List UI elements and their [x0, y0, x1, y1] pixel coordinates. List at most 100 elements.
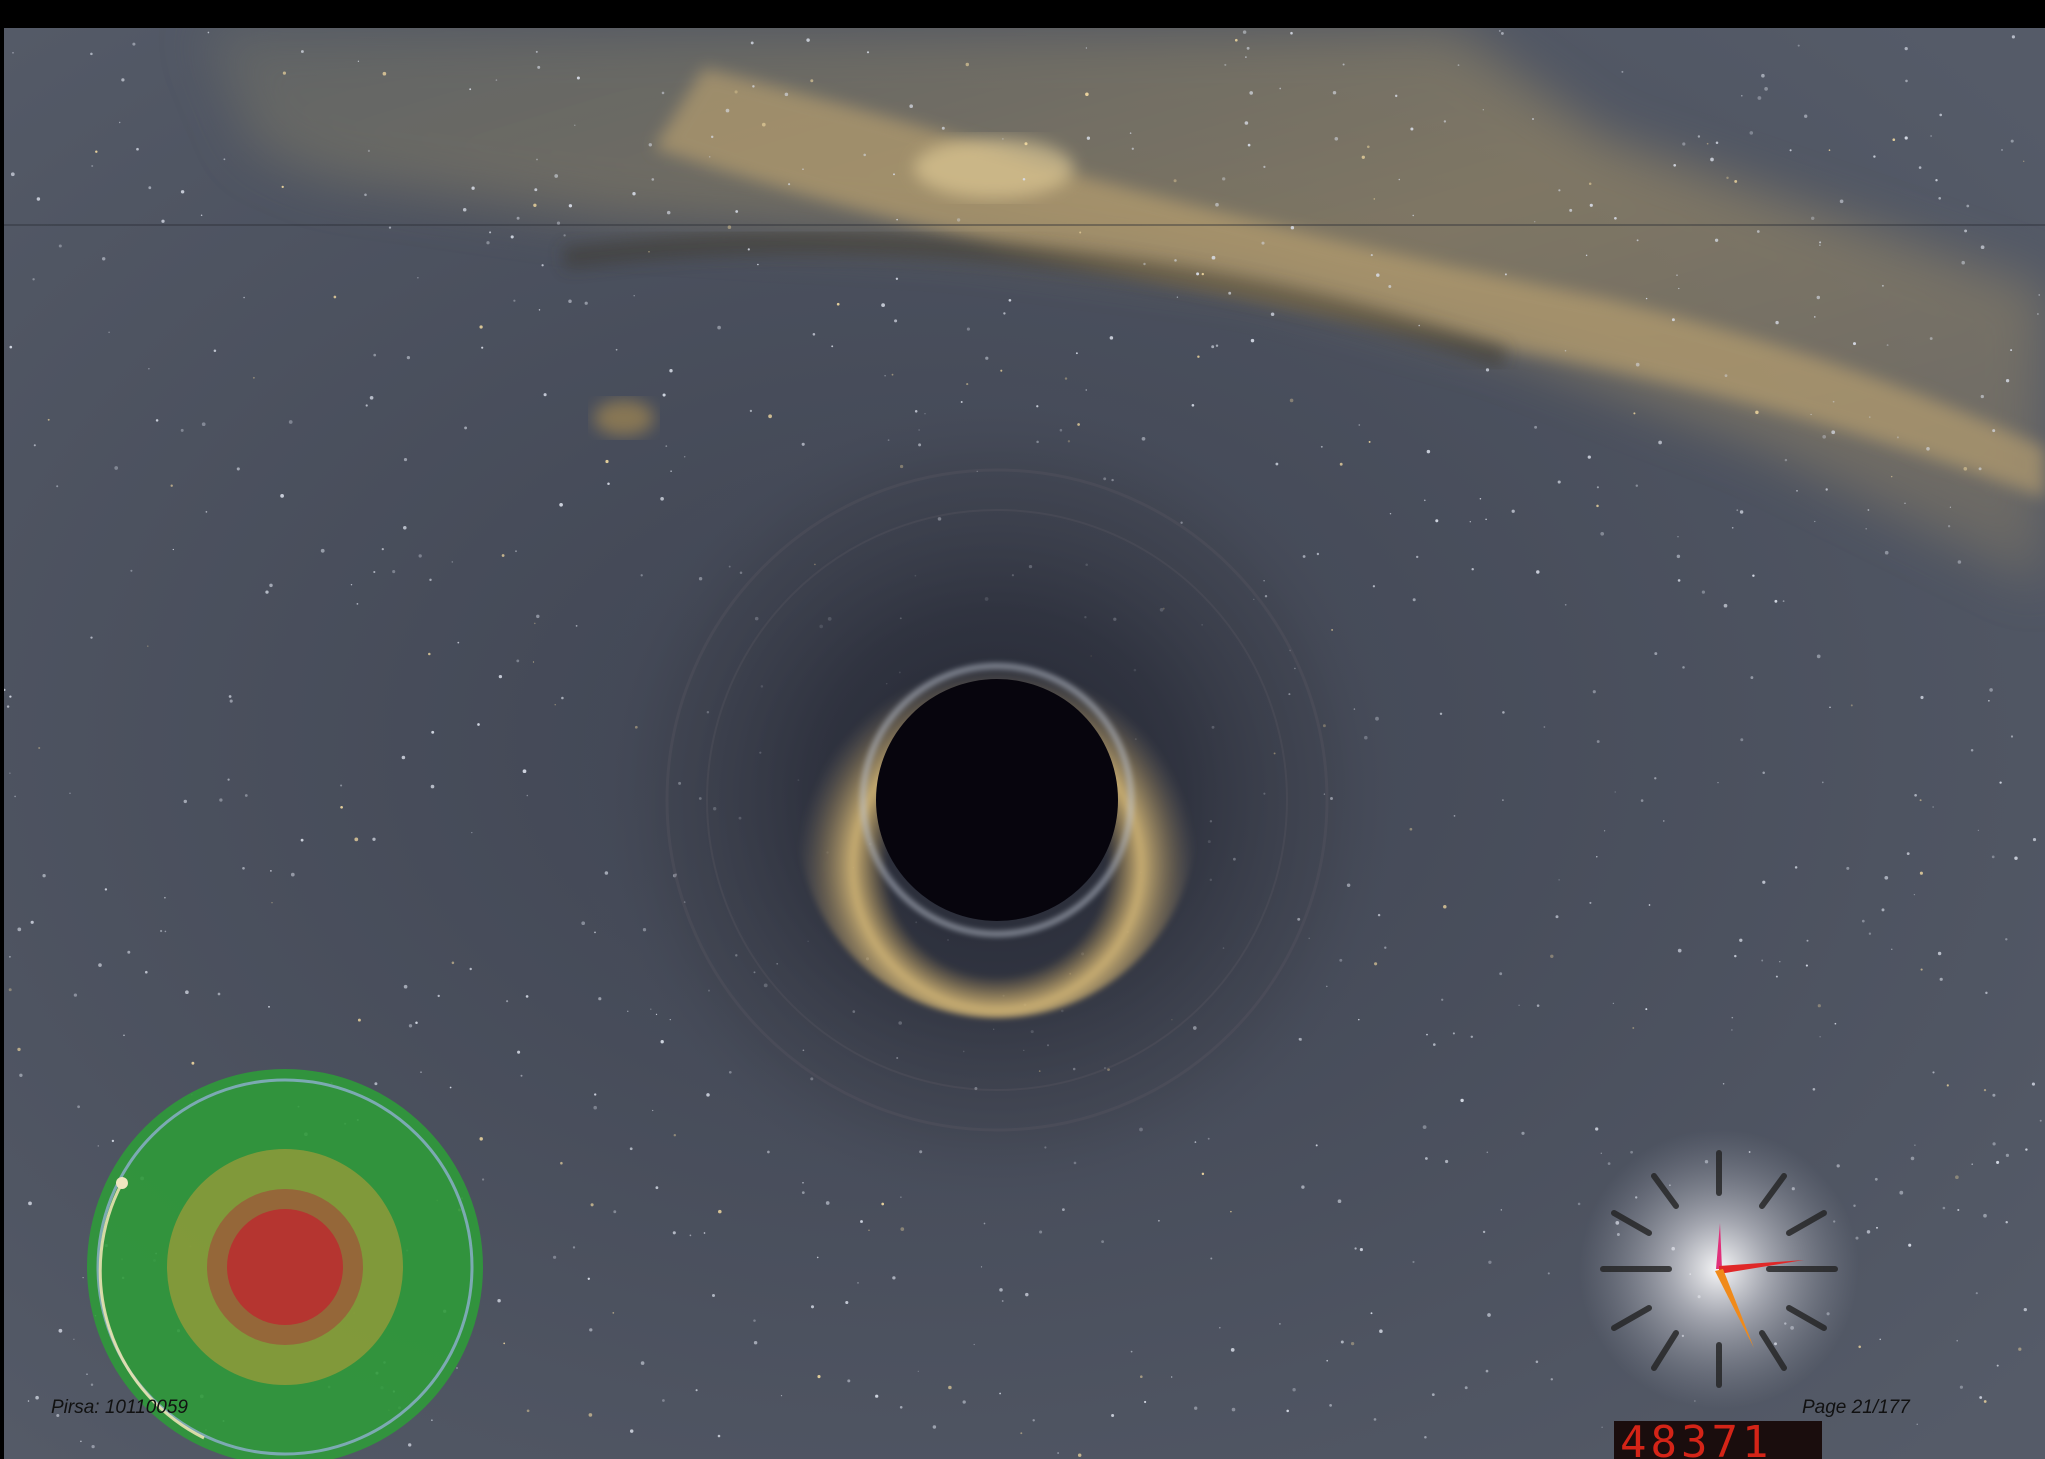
star	[1876, 1226, 1878, 1229]
star	[1550, 954, 1554, 959]
star	[847, 1379, 851, 1383]
star	[1085, 47, 1088, 49]
star	[1910, 1156, 1915, 1161]
star	[516, 216, 520, 220]
star	[200, 214, 203, 217]
star	[568, 204, 573, 208]
star	[666, 210, 671, 215]
star	[1677, 536, 1679, 538]
star	[180, 428, 184, 432]
star	[1970, 749, 1974, 752]
star	[1543, 726, 1546, 728]
star	[1750, 676, 1754, 680]
star	[2031, 1082, 2035, 1086]
star	[1904, 136, 1908, 140]
star	[365, 404, 368, 407]
star	[506, 1000, 509, 1003]
pirsa-label: Pirsa: 10110059	[51, 1397, 188, 1418]
radar-core-zone	[227, 1209, 343, 1325]
star	[243, 296, 245, 299]
star	[875, 1394, 879, 1398]
star	[2038, 294, 2040, 296]
star	[1949, 506, 1952, 508]
star	[1852, 342, 1857, 346]
star	[8, 988, 12, 992]
star	[1983, 1213, 1987, 1218]
star	[282, 71, 286, 75]
star	[568, 299, 572, 304]
star	[1247, 143, 1251, 147]
star	[1810, 413, 1812, 416]
star	[802, 168, 804, 170]
star	[236, 467, 240, 471]
star	[1904, 46, 1908, 51]
star	[1937, 951, 1942, 956]
star	[223, 158, 226, 161]
star	[1874, 1177, 1878, 1181]
star	[1244, 121, 1249, 125]
star	[2032, 838, 2037, 842]
star	[1558, 189, 1561, 192]
star	[801, 1191, 805, 1194]
star	[1899, 1190, 1904, 1195]
star	[1289, 398, 1294, 403]
star	[1008, 298, 1012, 302]
star	[1861, 919, 1865, 923]
star	[735, 210, 739, 213]
star	[1057, 1452, 1059, 1454]
star	[1215, 202, 1219, 207]
star	[543, 393, 547, 397]
star	[894, 319, 898, 323]
star	[962, 1400, 966, 1404]
star	[372, 837, 376, 841]
star	[1230, 1348, 1235, 1352]
star	[532, 661, 535, 663]
star	[525, 995, 529, 998]
star	[1511, 509, 1515, 513]
star	[1794, 866, 1798, 869]
star	[1101, 1240, 1104, 1243]
star	[265, 590, 269, 594]
milky-way-band	[4, 28, 2045, 588]
star	[205, 511, 208, 513]
star	[1279, 1323, 1281, 1325]
star	[1359, 1248, 1363, 1252]
star	[672, 1231, 676, 1235]
star	[268, 1005, 270, 1008]
star	[1499, 972, 1503, 976]
star	[1806, 939, 1809, 942]
star	[406, 355, 411, 360]
star	[1547, 1272, 1550, 1275]
star	[17, 1047, 21, 1052]
star	[1143, 262, 1146, 266]
star	[1819, 241, 1822, 244]
star	[1919, 871, 1923, 875]
star	[1460, 1098, 1464, 1103]
star	[1636, 239, 1639, 242]
star	[1131, 147, 1134, 150]
star	[1782, 600, 1785, 602]
star	[1846, 866, 1850, 870]
star	[320, 548, 325, 553]
star	[1996, 1364, 1999, 1367]
star	[1632, 1027, 1635, 1029]
star	[1600, 1152, 1602, 1154]
star	[498, 674, 503, 679]
star	[1342, 63, 1345, 66]
star	[561, 696, 564, 700]
star	[999, 1392, 1001, 1395]
star	[357, 1018, 361, 1022]
probe-marker	[116, 1177, 128, 1189]
star	[58, 1328, 63, 1333]
star	[469, 967, 472, 971]
star	[683, 456, 686, 458]
star	[594, 931, 596, 934]
star	[1230, 1210, 1232, 1213]
star	[717, 325, 721, 330]
star	[164, 930, 167, 933]
star	[495, 79, 498, 81]
star	[1817, 1004, 1821, 1008]
star	[86, 1373, 88, 1376]
star	[357, 60, 360, 62]
star	[2018, 1347, 2022, 1351]
